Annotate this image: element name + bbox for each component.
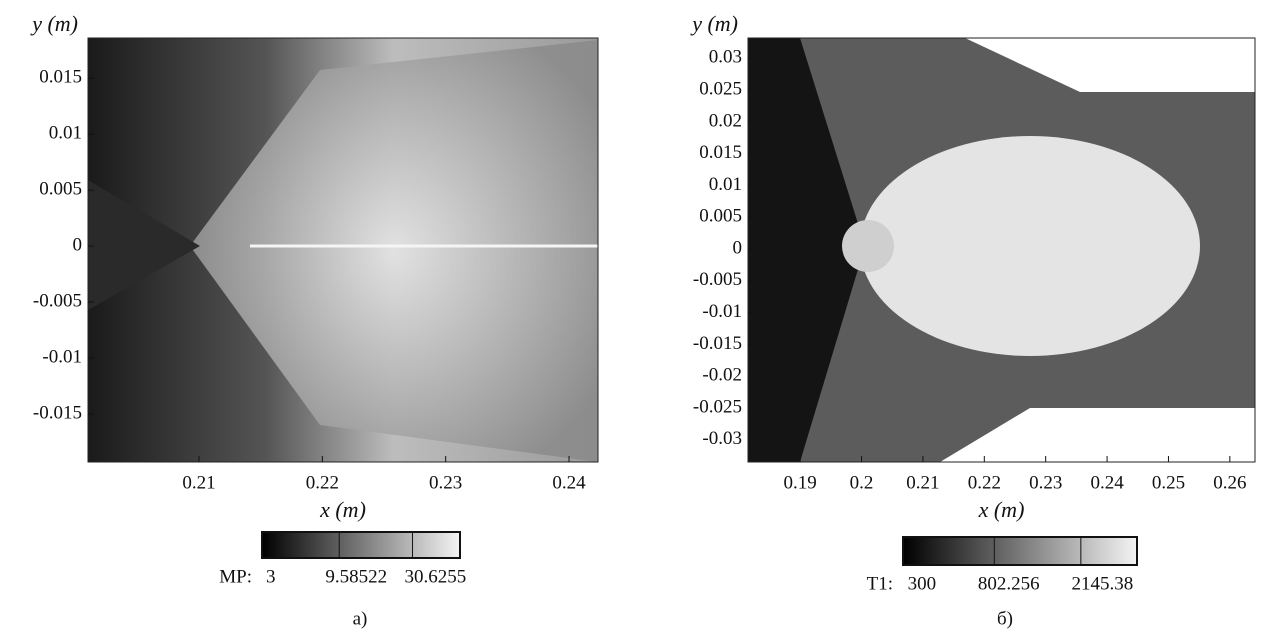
y-tick-label: -0.025 (693, 396, 742, 417)
x-tick-label: 0.24 (552, 472, 586, 493)
x-axis-label: x (m) (319, 497, 366, 522)
y-tick-label: 0.01 (49, 123, 82, 144)
colorbar-label: MP: (219, 566, 252, 587)
x-tick-label: 0.25 (1152, 472, 1185, 493)
y-tick-label: -0.005 (33, 290, 82, 311)
y-tick-label: -0.015 (693, 333, 742, 354)
colorbar (903, 537, 1137, 565)
field-image-a (88, 38, 598, 462)
colorbar-level: 9.58522 (325, 566, 387, 587)
figure: 0.210.220.230.240.0150.010.0050-0.005-0.… (0, 0, 1262, 637)
x-tick-label: 0.2 (850, 472, 874, 493)
y-tick-label: 0.02 (709, 110, 742, 131)
colorbar (262, 532, 460, 558)
y-tick-label: 0.005 (39, 179, 82, 200)
colorbar-label: T1: (867, 573, 893, 594)
y-tick-label: 0 (733, 237, 743, 258)
colorbar-level: 3 (266, 566, 276, 587)
colorbar-level: 2145.38 (1071, 573, 1133, 594)
y-tick-label: 0.01 (709, 174, 742, 195)
colorbar-level: 30.6255 (405, 566, 467, 587)
y-tick-label: -0.01 (42, 346, 82, 367)
colorbar-level: 802.256 (978, 573, 1040, 594)
y-tick-label: 0 (73, 234, 83, 255)
panel-caption: а) (353, 608, 368, 629)
x-tick-label: 0.22 (306, 472, 339, 493)
y-tick-label: -0.03 (702, 428, 742, 449)
y-tick-label: 0.015 (39, 67, 82, 88)
y-tick-label: 0.015 (699, 142, 742, 163)
y-axis-label: y (m) (30, 11, 78, 36)
y-tick-label: -0.02 (702, 365, 742, 386)
field-image-b (748, 38, 1255, 462)
x-tick-label: 0.23 (429, 472, 462, 493)
panel-caption: б) (997, 608, 1013, 629)
y-tick-label: -0.005 (693, 269, 742, 290)
x-tick-label: 0.26 (1213, 472, 1246, 493)
y-axis-label: y (m) (690, 11, 738, 36)
x-tick-label: 0.21 (906, 472, 939, 493)
y-tick-label: 0.025 (699, 78, 742, 99)
x-tick-label: 0.24 (1090, 472, 1124, 493)
x-tick-label: 0.21 (182, 472, 215, 493)
colorbar-level: 300 (908, 573, 937, 594)
x-tick-label: 0.23 (1029, 472, 1062, 493)
y-tick-label: 0.005 (699, 206, 742, 227)
y-tick-label: -0.01 (702, 301, 742, 322)
y-tick-label: -0.015 (33, 402, 82, 423)
x-tick-label: 0.19 (784, 472, 817, 493)
y-tick-label: 0.03 (709, 47, 742, 68)
x-tick-label: 0.22 (968, 472, 1001, 493)
x-axis-label: x (m) (978, 497, 1025, 522)
